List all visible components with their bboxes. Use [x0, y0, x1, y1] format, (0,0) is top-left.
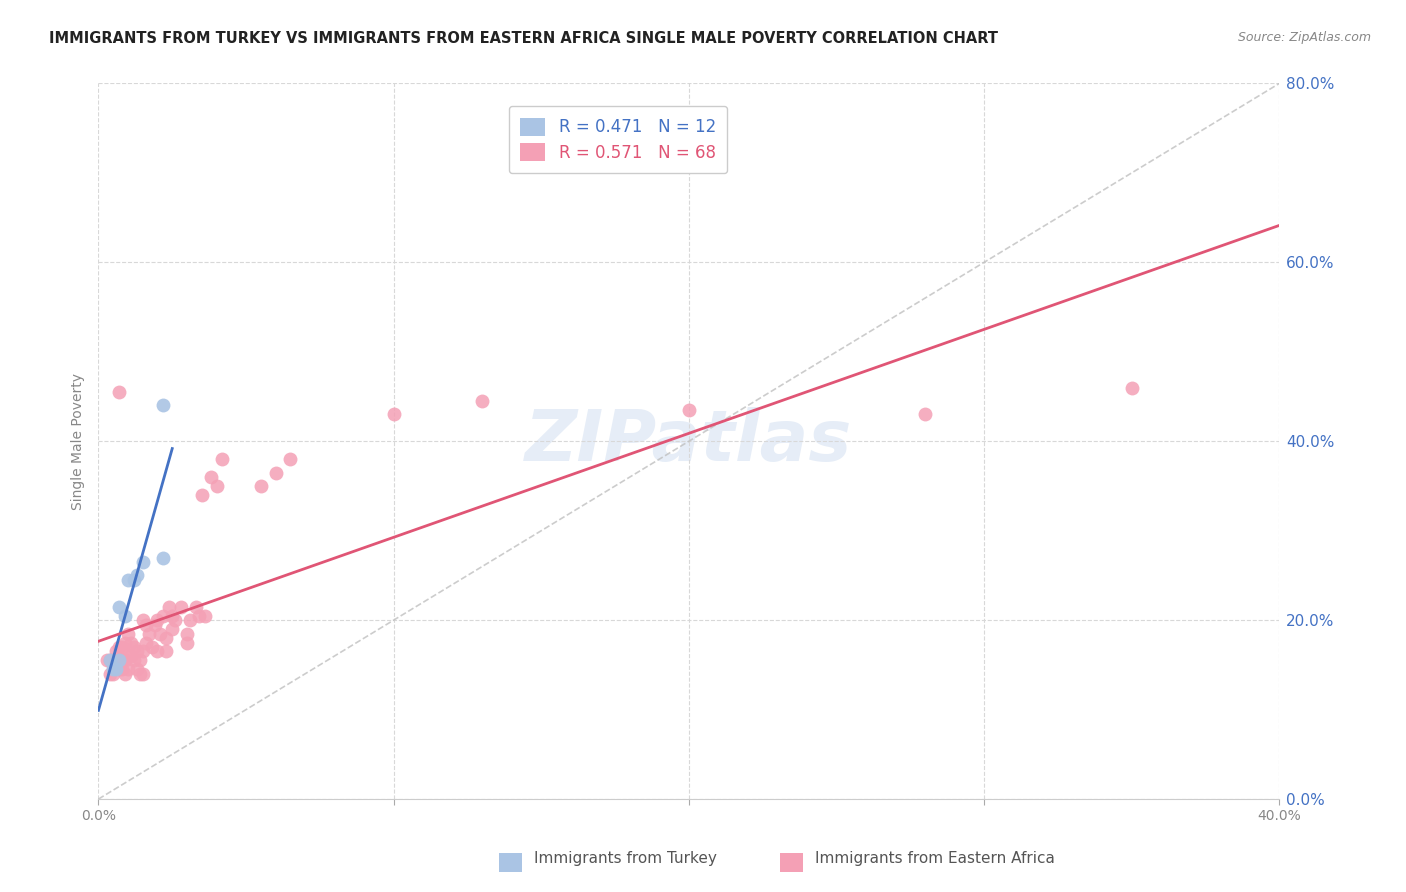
Point: [200, 470, 222, 484]
Point: [117, 662, 139, 676]
Point: [122, 653, 145, 667]
Point: [249, 479, 271, 493]
Point: [114, 635, 136, 649]
Point: [105, 662, 128, 676]
Point: [162, 608, 184, 623]
Point: [143, 617, 166, 632]
Point: [105, 653, 128, 667]
Point: [103, 666, 125, 681]
Point: [105, 657, 128, 672]
Point: [103, 653, 125, 667]
Point: [264, 466, 287, 480]
Point: [128, 653, 150, 667]
Point: [205, 479, 228, 493]
Point: [132, 666, 155, 681]
Point: [162, 622, 184, 636]
Point: [108, 653, 131, 667]
Point: [184, 599, 207, 614]
Point: [176, 635, 198, 649]
Point: [111, 662, 134, 676]
Point: [176, 626, 198, 640]
Point: [105, 644, 128, 658]
Point: [471, 394, 494, 409]
Point: [149, 626, 172, 640]
Point: [146, 613, 169, 627]
Point: [191, 488, 214, 502]
Y-axis label: Single Male Poverty: Single Male Poverty: [72, 373, 86, 509]
Point: [125, 644, 148, 658]
Point: [194, 608, 217, 623]
Point: [98, 666, 121, 681]
Point: [170, 599, 193, 614]
Point: [120, 635, 142, 649]
Point: [179, 613, 201, 627]
Point: [132, 555, 155, 569]
Point: [103, 657, 125, 672]
Point: [278, 452, 301, 467]
Point: [165, 613, 187, 627]
Point: [108, 657, 131, 672]
Text: Source: ZipAtlas.com: Source: ZipAtlas.com: [1237, 31, 1371, 45]
Point: [114, 653, 136, 667]
Point: [108, 653, 131, 667]
Point: [141, 640, 163, 654]
Point: [382, 408, 405, 422]
Point: [98, 653, 121, 667]
Text: ZIPatlas: ZIPatlas: [526, 407, 852, 475]
Point: [1121, 381, 1143, 395]
Point: [146, 644, 169, 658]
Point: [108, 640, 131, 654]
Text: Immigrants from Eastern Africa: Immigrants from Eastern Africa: [815, 852, 1056, 866]
Point: [117, 648, 139, 663]
Point: [155, 644, 177, 658]
Point: [132, 613, 155, 627]
Point: [114, 608, 136, 623]
Text: Immigrants from Turkey: Immigrants from Turkey: [534, 852, 717, 866]
Point: [114, 666, 136, 681]
Point: [111, 653, 134, 667]
Point: [122, 573, 145, 587]
Point: [152, 608, 174, 623]
Point: [135, 635, 157, 649]
Point: [914, 408, 936, 422]
Point: [125, 568, 148, 582]
Point: [152, 399, 174, 413]
Point: [108, 385, 131, 400]
Point: [157, 599, 180, 614]
Point: [152, 550, 174, 565]
Point: [108, 662, 131, 676]
Point: [138, 626, 160, 640]
Point: [187, 608, 209, 623]
Point: [96, 653, 118, 667]
Point: [98, 653, 121, 667]
Point: [135, 617, 157, 632]
Point: [111, 640, 134, 654]
Point: [120, 648, 142, 663]
Point: [117, 626, 139, 640]
Point: [132, 644, 155, 658]
Point: [155, 631, 177, 645]
Point: [678, 403, 700, 417]
Point: [103, 662, 125, 676]
Point: [125, 662, 148, 676]
Text: IMMIGRANTS FROM TURKEY VS IMMIGRANTS FROM EASTERN AFRICA SINGLE MALE POVERTY COR: IMMIGRANTS FROM TURKEY VS IMMIGRANTS FRO…: [49, 31, 998, 46]
Point: [211, 452, 233, 467]
Point: [122, 640, 145, 654]
Point: [128, 666, 150, 681]
Point: [117, 573, 139, 587]
Point: [108, 599, 131, 614]
Legend: R = 0.471   N = 12, R = 0.571   N = 68: R = 0.471 N = 12, R = 0.571 N = 68: [509, 106, 727, 173]
